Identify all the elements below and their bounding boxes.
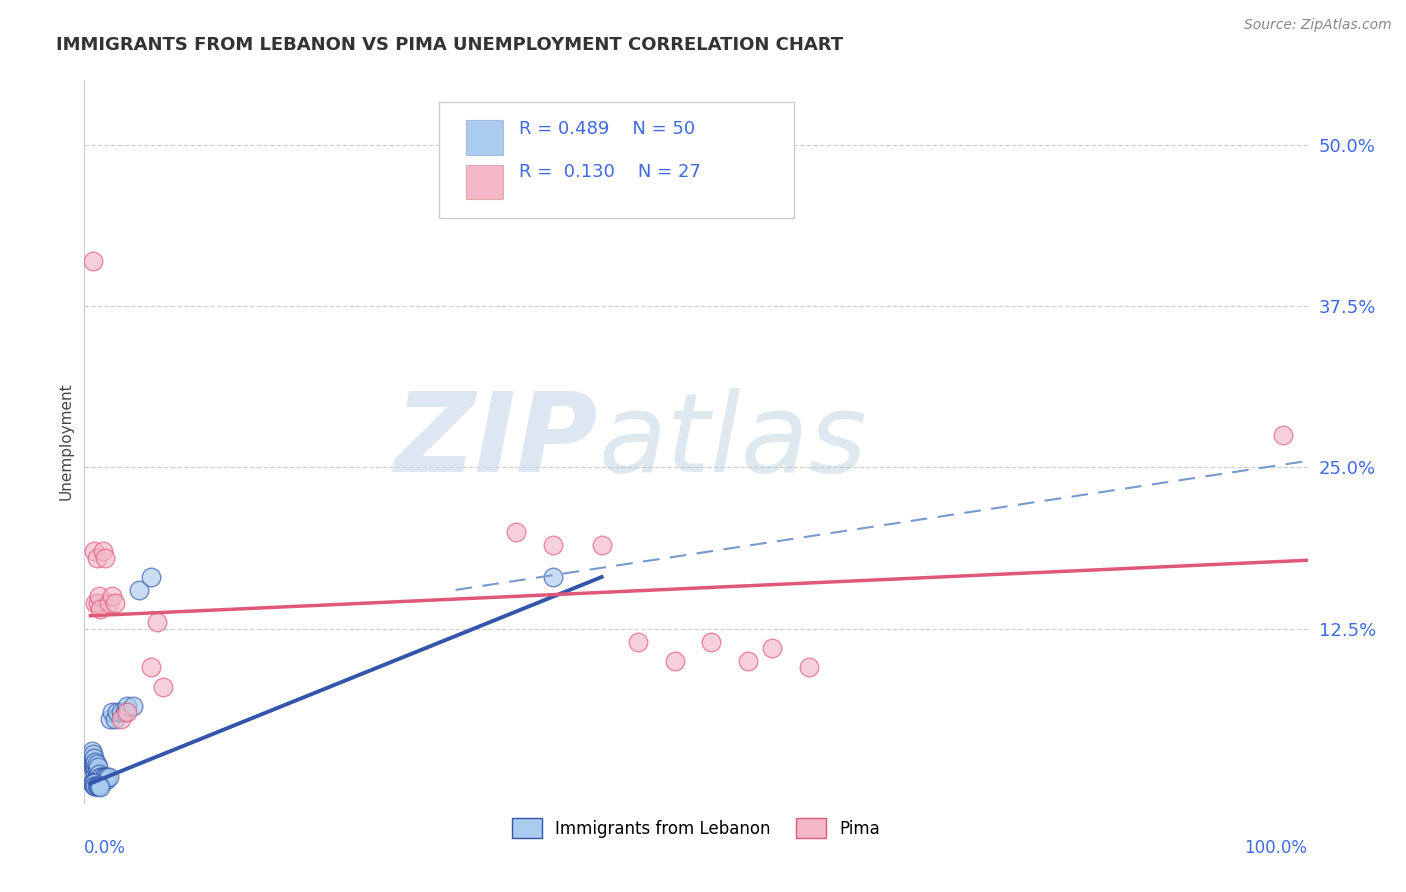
- Point: [98, 712, 121, 726]
- Point: [90, 770, 112, 784]
- Point: [84, 760, 107, 774]
- Point: [541, 538, 564, 552]
- Text: 100.0%: 100.0%: [1244, 838, 1308, 857]
- Point: [83, 544, 105, 558]
- Point: [664, 654, 686, 668]
- Point: [87, 767, 110, 781]
- Point: [84, 767, 107, 781]
- FancyBboxPatch shape: [439, 102, 794, 218]
- Point: [94, 770, 117, 784]
- Point: [83, 776, 105, 790]
- Point: [82, 747, 104, 761]
- Point: [90, 775, 112, 789]
- Point: [105, 706, 128, 720]
- Point: [114, 706, 136, 720]
- Point: [87, 772, 110, 787]
- Point: [96, 772, 118, 787]
- Point: [82, 776, 104, 790]
- Point: [84, 779, 107, 793]
- Point: [627, 634, 650, 648]
- Point: [89, 602, 111, 616]
- Point: [104, 712, 127, 726]
- Text: R =  0.130    N = 27: R = 0.130 N = 27: [519, 163, 700, 181]
- Point: [93, 770, 115, 784]
- Point: [91, 772, 114, 787]
- Point: [82, 755, 104, 769]
- Point: [591, 538, 613, 552]
- Text: atlas: atlas: [598, 388, 866, 495]
- Bar: [465, 120, 503, 154]
- Point: [96, 770, 118, 784]
- Point: [80, 776, 103, 790]
- Text: R = 0.489    N = 50: R = 0.489 N = 50: [519, 120, 695, 138]
- Point: [541, 570, 564, 584]
- Point: [87, 760, 110, 774]
- Point: [80, 757, 103, 772]
- Point: [89, 780, 111, 795]
- Point: [84, 755, 107, 769]
- Point: [89, 772, 111, 787]
- Point: [761, 640, 783, 655]
- Point: [87, 772, 110, 787]
- Point: [87, 779, 110, 793]
- Point: [83, 750, 105, 764]
- Point: [115, 699, 138, 714]
- Point: [700, 634, 723, 648]
- Point: [104, 596, 127, 610]
- Point: [86, 770, 108, 784]
- Point: [89, 770, 111, 784]
- Text: IMMIGRANTS FROM LEBANON VS PIMA UNEMPLOYMENT CORRELATION CHART: IMMIGRANTS FROM LEBANON VS PIMA UNEMPLOY…: [56, 36, 844, 54]
- Point: [82, 760, 104, 774]
- Point: [83, 757, 105, 772]
- Point: [87, 596, 110, 610]
- Point: [94, 550, 117, 565]
- Point: [737, 654, 759, 668]
- Point: [84, 596, 107, 610]
- Point: [152, 680, 174, 694]
- Point: [122, 699, 145, 714]
- Point: [1272, 428, 1295, 442]
- Text: Source: ZipAtlas.com: Source: ZipAtlas.com: [1244, 18, 1392, 32]
- Point: [86, 779, 108, 793]
- Point: [87, 767, 110, 781]
- Point: [110, 706, 132, 720]
- Legend: Immigrants from Lebanon, Pima: Immigrants from Lebanon, Pima: [505, 812, 887, 845]
- Y-axis label: Unemployment: Unemployment: [58, 383, 73, 500]
- Point: [110, 712, 132, 726]
- Point: [101, 706, 124, 720]
- Text: ZIP: ZIP: [395, 388, 598, 495]
- Point: [141, 570, 163, 584]
- Point: [97, 770, 120, 784]
- Point: [146, 615, 169, 630]
- Point: [82, 254, 104, 268]
- Point: [101, 590, 124, 604]
- Point: [797, 660, 820, 674]
- Point: [91, 544, 114, 558]
- Bar: [465, 165, 503, 200]
- Point: [80, 744, 103, 758]
- Point: [87, 590, 110, 604]
- Point: [87, 779, 110, 793]
- Point: [86, 757, 108, 772]
- Point: [86, 550, 108, 565]
- Point: [128, 582, 150, 597]
- Point: [83, 779, 105, 793]
- Point: [141, 660, 163, 674]
- Point: [83, 764, 105, 778]
- Point: [505, 524, 527, 539]
- Text: 0.0%: 0.0%: [84, 838, 127, 857]
- Point: [86, 764, 108, 778]
- Point: [97, 596, 120, 610]
- Point: [115, 706, 138, 720]
- Point: [80, 750, 103, 764]
